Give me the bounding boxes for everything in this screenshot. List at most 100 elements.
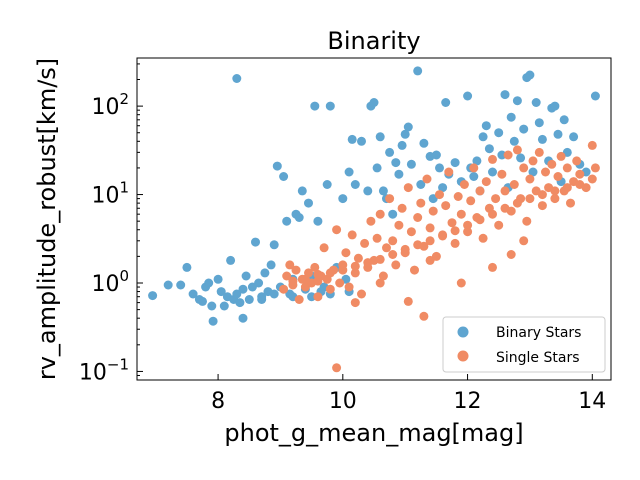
data-point <box>378 271 388 281</box>
y-tick-label: 100 <box>91 267 129 297</box>
data-point <box>403 183 413 193</box>
data-point <box>347 230 357 240</box>
data-point <box>478 132 488 142</box>
data-point <box>553 172 563 181</box>
data-point <box>350 180 360 189</box>
data-point <box>310 101 320 111</box>
y-tick-label: 101 <box>91 179 129 209</box>
data-point <box>500 90 510 100</box>
data-point <box>562 183 572 193</box>
data-point <box>208 316 218 326</box>
data-point <box>587 174 597 184</box>
data-point <box>297 186 307 196</box>
data-point <box>400 244 410 254</box>
data-point <box>587 140 597 150</box>
data-point <box>372 233 382 243</box>
data-point <box>282 216 292 226</box>
data-point <box>188 289 198 299</box>
data-point <box>304 198 313 208</box>
data-point <box>319 243 329 253</box>
data-point <box>397 203 407 213</box>
data-point <box>360 238 370 248</box>
data-point <box>325 284 335 294</box>
data-point <box>491 194 501 204</box>
data-point <box>394 169 404 179</box>
data-point <box>506 250 516 259</box>
y-axis-ticks: 10−1 100 101 102 <box>79 63 143 385</box>
data-point <box>500 186 510 196</box>
data-point <box>525 70 535 80</box>
data-point <box>463 91 473 101</box>
data-point <box>397 140 407 150</box>
data-point <box>241 271 251 281</box>
data-point <box>394 220 404 230</box>
legend-label-binary: Binary Stars <box>496 325 581 341</box>
data-point <box>522 216 532 226</box>
data-point <box>425 255 435 265</box>
data-point <box>382 243 391 253</box>
data-point <box>459 180 469 189</box>
data-point <box>300 274 310 284</box>
legend: Binary Stars Single Stars <box>442 316 606 373</box>
data-point <box>182 262 192 272</box>
chart-title: Binarity <box>327 27 420 55</box>
data-point <box>431 150 441 160</box>
data-point <box>525 194 535 204</box>
data-point <box>213 274 223 284</box>
data-point <box>425 236 435 246</box>
data-point <box>537 190 547 200</box>
data-point <box>288 276 298 286</box>
data-point <box>344 282 354 292</box>
data-point <box>572 156 582 166</box>
data-point <box>313 276 323 286</box>
data-point <box>313 269 323 279</box>
data-point <box>375 278 385 288</box>
legend-box <box>442 316 606 373</box>
plot-frame <box>136 57 612 381</box>
legend-marker-single <box>457 350 469 362</box>
data-point <box>385 147 395 157</box>
data-point <box>313 292 323 302</box>
data-point <box>537 134 547 144</box>
data-point <box>198 296 207 306</box>
data-point <box>388 209 398 219</box>
data-point <box>363 258 373 268</box>
data-point <box>481 121 491 131</box>
data-point <box>463 227 473 237</box>
data-point <box>419 311 429 321</box>
data-point <box>369 98 379 107</box>
data-point <box>291 265 301 275</box>
data-point <box>350 261 360 271</box>
data-point <box>260 268 270 278</box>
data-point <box>357 136 366 146</box>
data-point <box>294 295 304 304</box>
data-point <box>425 223 435 233</box>
data-point <box>488 154 497 164</box>
data-point <box>475 186 485 196</box>
y-tick-label: 10−1 <box>79 355 129 385</box>
data-point <box>325 101 335 111</box>
data-point <box>413 240 423 250</box>
x-tick-label: 14 <box>578 389 606 414</box>
data-point <box>416 198 426 208</box>
data-point <box>562 163 572 173</box>
data-point <box>472 156 482 166</box>
x-tick-label: 10 <box>329 389 357 414</box>
data-point <box>450 158 460 168</box>
data-point <box>466 196 476 206</box>
data-point <box>413 66 423 76</box>
data-point <box>350 268 360 278</box>
data-point <box>553 129 563 139</box>
data-point <box>519 124 529 134</box>
data-point <box>503 150 513 160</box>
data-point <box>550 186 560 196</box>
data-point <box>388 250 398 259</box>
data-point <box>338 265 348 275</box>
data-point <box>313 216 323 226</box>
data-point <box>556 151 566 161</box>
data-point <box>244 295 254 304</box>
data-point <box>590 91 600 101</box>
y-axis-label: rv_amplitude_robust[km/s] <box>33 58 61 380</box>
data-point <box>357 289 366 299</box>
